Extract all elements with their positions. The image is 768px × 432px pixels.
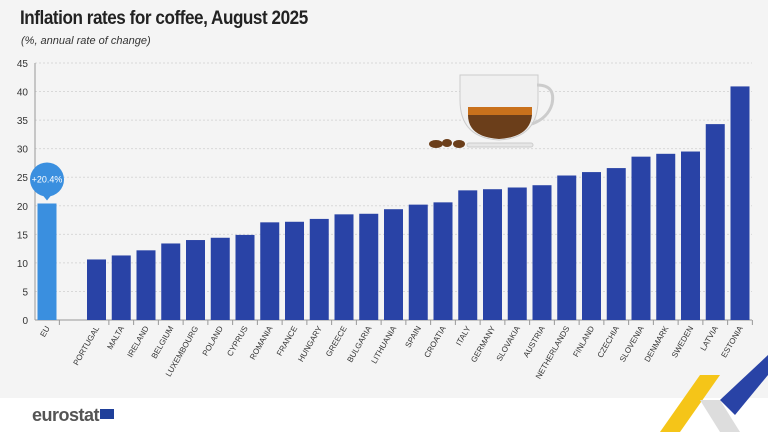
eu-flag-icon	[100, 409, 114, 419]
bar-denmark	[656, 153, 676, 320]
bar-bulgaria	[359, 213, 379, 320]
bar-belgium	[161, 243, 181, 320]
x-tick-label: SLOVAKIA	[495, 324, 523, 363]
x-tick-label: SPAIN	[403, 324, 423, 349]
coffee-cup-illustration	[429, 74, 555, 148]
bar-czechia	[606, 168, 626, 320]
x-tick-label: ROMANIA	[248, 324, 275, 361]
x-tick-label: EU	[38, 324, 51, 338]
bar-croatia	[433, 202, 453, 320]
bar-luxembourg	[186, 240, 205, 320]
x-tick-label: LATVIA	[699, 324, 721, 352]
bar-spain	[408, 204, 428, 320]
y-tick-label: 10	[17, 259, 29, 270]
bar-cyprus	[235, 234, 255, 320]
chart-title: Inflation rates for coffee, August 2025	[20, 8, 308, 29]
bar-netherlands	[557, 175, 577, 320]
x-tick-label: HUNGARY	[296, 324, 324, 364]
bar-lithuania	[384, 209, 403, 320]
bar-estonia	[730, 86, 750, 320]
bar-france	[285, 221, 304, 320]
y-tick-label: 15	[17, 230, 29, 241]
bar-romania	[260, 222, 280, 320]
eu-value-label: +20.4%	[32, 174, 63, 184]
x-tick-label: PORTUGAL	[72, 324, 102, 367]
y-tick-label: 45	[17, 59, 29, 70]
chart-subtitle: (%, annual rate of change)	[21, 35, 151, 47]
y-tick-label: 30	[17, 145, 29, 156]
eu-callout	[30, 162, 64, 197]
bar-hungary	[309, 218, 329, 320]
bar-chart: 0 5 10 15 20 25 30 35 40 45 EU PORTUGAL MALTA IRELAN…	[17, 59, 753, 381]
x-tick-label: BULGARIA	[345, 324, 373, 364]
x-tick-label: AUSTRIA	[522, 324, 547, 359]
x-tick-label: POLAND	[201, 324, 225, 357]
x-tick-label: GREECE	[324, 325, 349, 359]
footer	[0, 398, 768, 432]
x-tick-label: FINLAND	[571, 324, 596, 358]
bar-germany	[483, 189, 502, 320]
y-tick-label: 0	[22, 316, 28, 327]
x-tick-label: GERMANY	[469, 324, 497, 364]
bar-greece	[334, 214, 354, 320]
x-tick-label: CYPRUS	[225, 325, 249, 358]
x-tick-label: CROATIA	[422, 324, 448, 359]
x-tick-label: MALTA	[105, 324, 126, 351]
bar-latvia	[705, 124, 725, 320]
decorative-stripes	[660, 355, 768, 432]
x-tick-label: IRELAND	[126, 324, 151, 359]
bar-italy	[458, 190, 478, 320]
eurostat-logo: eurostat	[32, 405, 100, 425]
x-tick-label: LITHUANIA	[370, 324, 399, 365]
x-tick-label: ITALY	[454, 324, 473, 347]
x-tick-label: FRANCE	[275, 325, 299, 358]
y-tick-label: 20	[17, 202, 29, 213]
y-tick-label: 5	[22, 287, 28, 298]
y-tick-label: 40	[17, 88, 29, 99]
bar-poland	[210, 237, 230, 320]
bar-slovakia	[507, 187, 527, 320]
x-tick-label: ESTONIA	[719, 324, 745, 359]
bar-austria	[532, 185, 552, 320]
y-tick-label: 25	[17, 173, 29, 184]
bar-eu	[37, 203, 57, 320]
bar-sweden	[681, 151, 700, 320]
bar-ireland	[136, 250, 156, 320]
bar-slovenia	[631, 156, 651, 320]
y-tick-label: 35	[17, 116, 29, 127]
callout-pointer	[43, 195, 51, 201]
bar-finland	[582, 172, 601, 320]
bar-malta	[111, 255, 131, 320]
x-tick-label: BELGIUM	[150, 324, 176, 360]
bar-portugal	[87, 259, 106, 320]
x-tick-label: CZECHIA	[596, 324, 622, 359]
